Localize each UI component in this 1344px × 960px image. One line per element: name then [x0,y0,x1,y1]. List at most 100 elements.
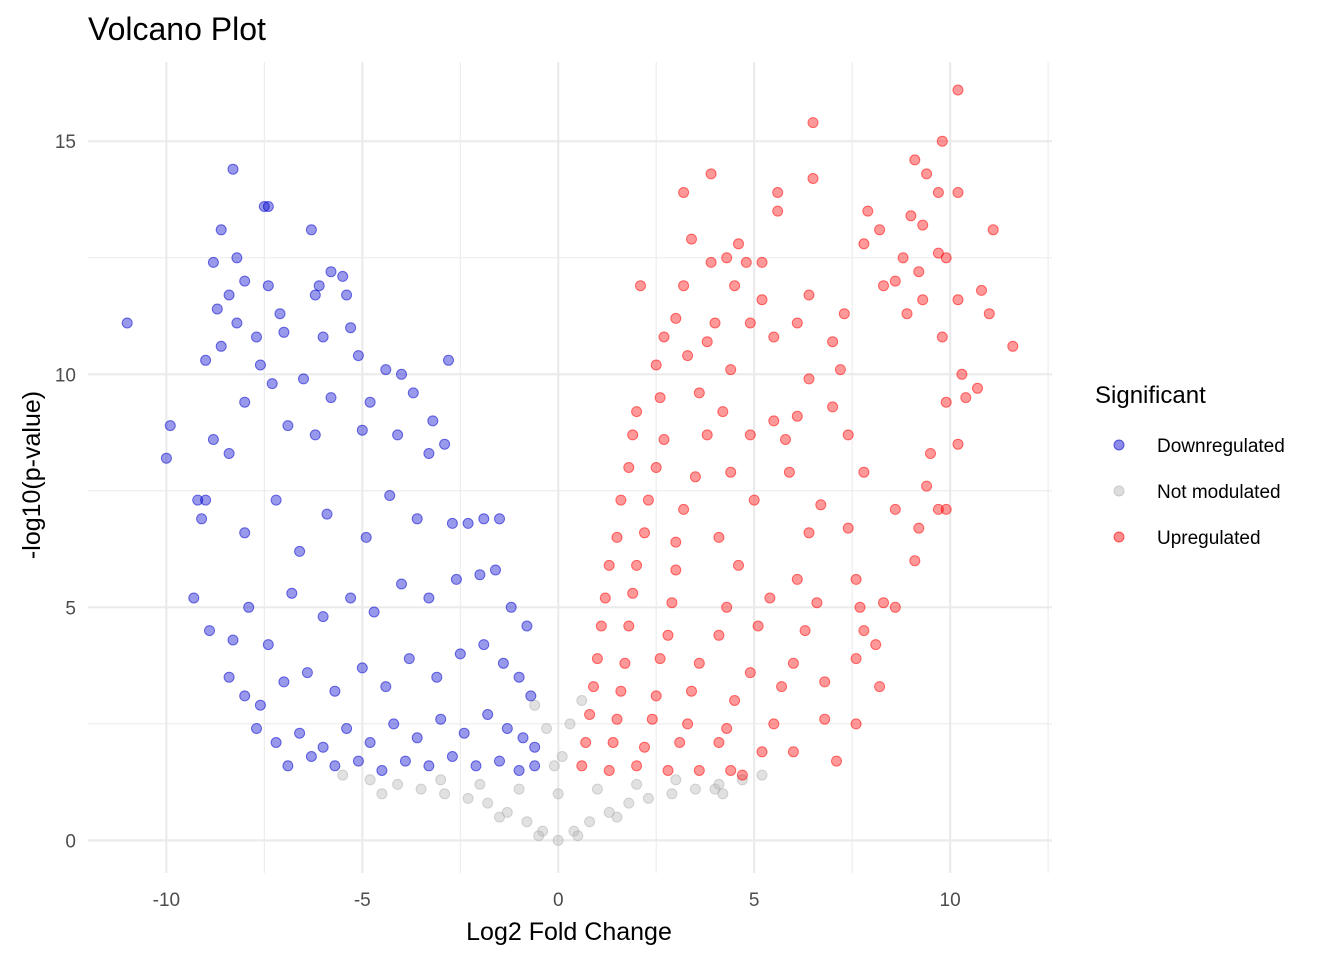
data-point [615,494,627,506]
data-point [791,317,803,329]
data-point [682,350,694,362]
data-points [121,84,1019,846]
data-point [121,317,133,329]
data-point [623,462,635,473]
data-point [611,713,623,725]
data-point [458,727,470,739]
data-point [642,494,654,506]
data-point [862,205,874,217]
data-point [211,303,223,315]
data-point [799,625,811,637]
data-point [952,438,964,450]
data-point [733,238,744,250]
data-point [490,564,501,576]
x-tick-label: -5 [354,890,371,911]
data-point [251,331,262,343]
data-point [811,597,823,609]
data-point [693,765,705,776]
data-point [611,811,623,823]
data-point [548,760,560,772]
data-point [854,601,866,613]
data-point [254,359,266,371]
data-point [564,718,576,730]
data-point [721,252,733,264]
series-downregulated [121,163,541,776]
data-point [803,373,815,385]
data-point [870,639,882,651]
data-point [376,765,388,776]
data-point [721,723,733,734]
data-point [341,289,353,301]
data-point [721,601,733,613]
data-point [744,429,756,441]
data-point [748,494,760,506]
data-point [478,639,490,651]
data-point [305,224,317,236]
data-point [756,294,768,306]
x-tick-label: -10 [153,890,180,911]
data-point [874,224,886,236]
data-point [921,480,933,492]
data-point [678,280,690,292]
data-point [725,466,737,478]
data-point [650,359,662,371]
data-point [764,592,776,604]
y-tick-label: 0 [65,831,76,852]
data-point [494,755,505,767]
data-point [940,396,952,408]
data-point [744,317,756,329]
data-point [227,634,239,646]
data-point [787,746,799,758]
data-point [897,252,909,264]
data-point [376,788,388,800]
data-point [341,723,353,734]
data-point [494,513,505,525]
data-point [611,531,623,543]
data-point [650,690,662,702]
data-point [215,340,227,352]
data-point [364,774,376,786]
data-point [207,256,219,268]
data-point [678,503,690,515]
data-point [254,699,266,711]
data-point [298,373,309,385]
data-point [204,625,215,637]
data-point [521,816,533,828]
x-tick-label: 5 [749,890,760,911]
data-point [270,737,282,748]
data-point [482,797,494,809]
data-point [588,681,599,693]
data-point [388,718,400,730]
data-point [556,751,568,762]
legend-key [1113,531,1125,543]
data-point [529,741,541,753]
data-point [682,718,694,730]
data-point [313,280,325,292]
x-axis-title: Log2 Fold Change [466,918,672,946]
data-point [952,187,964,198]
data-point [615,685,627,697]
data-point [411,513,423,525]
data-point [239,690,251,702]
data-point [552,834,564,846]
data-point [223,448,235,459]
data-point [709,317,721,329]
x-tick-label: 10 [940,890,961,911]
data-point [842,522,854,534]
data-point [603,765,615,776]
data-point [529,760,541,772]
data-point [713,737,725,748]
data-point [309,289,321,301]
data-point [329,760,341,772]
data-point [878,280,889,292]
data-point [631,406,643,418]
data-point [768,331,780,343]
y-axis-tick-labels: 0 5 10 15 [55,132,76,852]
data-point [223,671,235,683]
data-point [317,741,329,753]
data-point [188,592,200,604]
data-point [501,723,513,734]
data-point [666,597,678,609]
data-point [772,205,784,217]
data-point [776,681,788,693]
